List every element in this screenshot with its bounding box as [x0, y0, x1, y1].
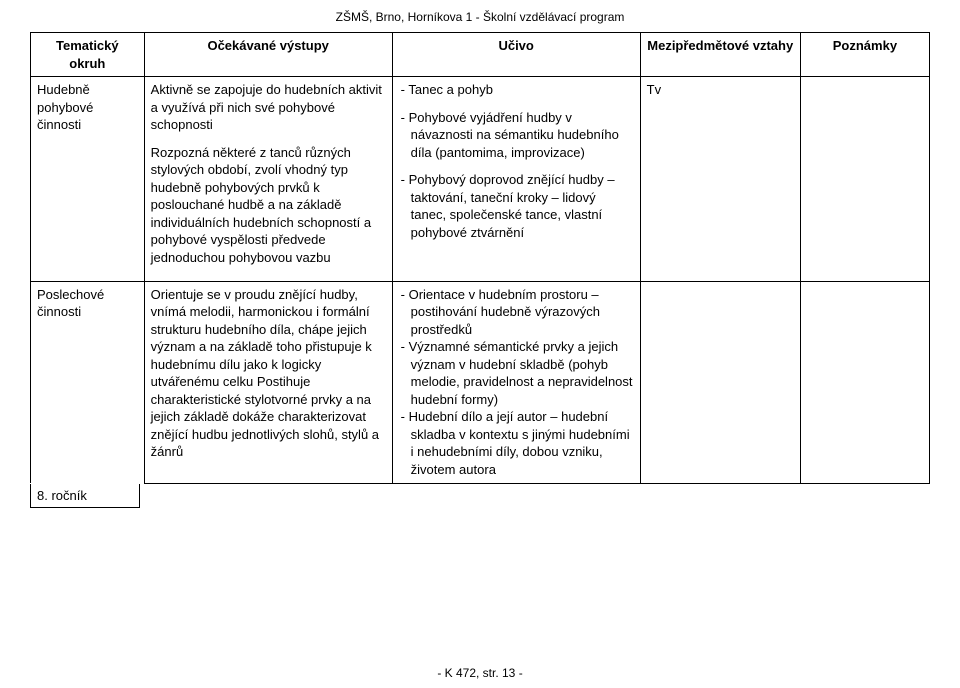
col-header-poznamky: Poznámky: [800, 33, 929, 77]
cell-vztahy: Tv: [640, 77, 800, 281]
curriculum-table: Tematický okruh Očekávané výstupy Učivo …: [30, 32, 930, 484]
page-header: ZŠMŠ, Brno, Horníkova 1 - Školní vzděláv…: [30, 10, 930, 24]
vystup-text: Orientuje se v proudu znějící hudby, vní…: [151, 286, 386, 461]
cell-vystupy: Orientuje se v proudu znějící hudby, vní…: [144, 281, 392, 483]
table-header-row: Tematický okruh Očekávané výstupy Učivo …: [31, 33, 930, 77]
cell-ucivo: - Tanec a pohyb - Pohybové vyjádření hud…: [392, 77, 640, 281]
ucivo-text: - Tanec a pohyb: [399, 81, 634, 99]
cell-poznamky: [800, 77, 929, 281]
ucivo-text: - Pohybový doprovod znějící hudby – takt…: [399, 171, 634, 241]
cell-vystupy: Aktivně se zapojuje do hudebních aktivit…: [144, 77, 392, 281]
ucivo-text: - Hudební dílo a její autor – hudební sk…: [399, 408, 634, 478]
grade-label: 8. ročník: [30, 484, 140, 508]
page-footer: - K 472, str. 13 -: [0, 666, 960, 680]
cell-poznamky: [800, 281, 929, 483]
ucivo-text: - Pohybové vyjádření hudby v návaznosti …: [399, 109, 634, 162]
cell-okruh: Poslechové činnosti: [31, 281, 145, 483]
cell-okruh: Hudebně pohybové činnosti: [31, 77, 145, 281]
table-row: Hudebně pohybové činnosti Aktivně se zap…: [31, 77, 930, 281]
col-header-vztahy: Mezipředmětové vztahy: [640, 33, 800, 77]
cell-ucivo: - Orientace v hudebním prostoru – postih…: [392, 281, 640, 483]
col-header-vystupy: Očekávané výstupy: [144, 33, 392, 77]
cell-vztahy: [640, 281, 800, 483]
col-header-okruh: Tematický okruh: [31, 33, 145, 77]
vystup-text: Aktivně se zapojuje do hudebních aktivit…: [151, 81, 386, 134]
vystup-text: Rozpozná některé z tanců různých stylový…: [151, 144, 386, 267]
col-header-ucivo: Učivo: [392, 33, 640, 77]
table-row: Poslechové činnosti Orientuje se v proud…: [31, 281, 930, 483]
ucivo-text: - Orientace v hudebním prostoru – postih…: [399, 286, 634, 339]
ucivo-text: - Významné sémantické prvky a jejich výz…: [399, 338, 634, 408]
